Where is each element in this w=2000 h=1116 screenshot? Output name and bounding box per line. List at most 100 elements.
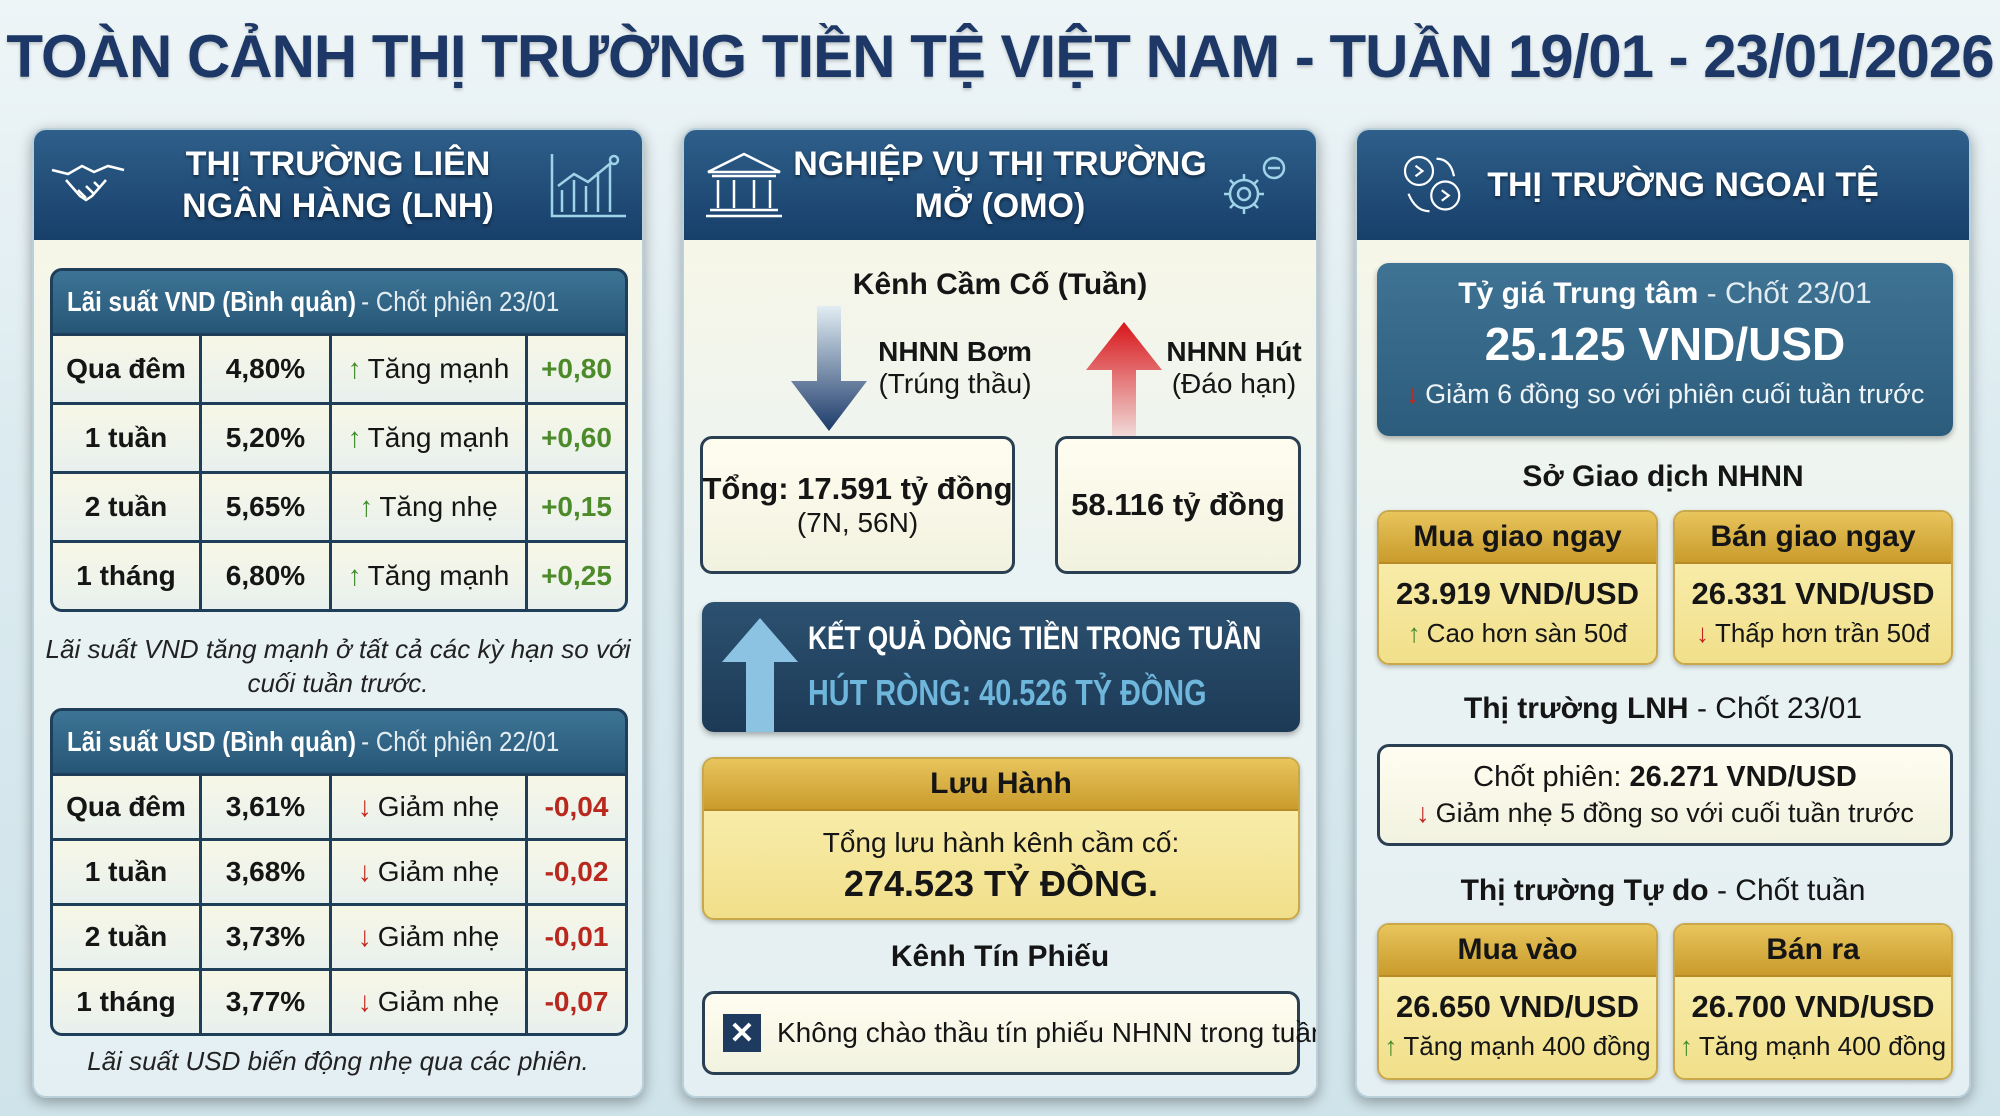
arrow-up-icon: ↑ bbox=[1384, 1031, 1398, 1061]
pump-label: NHNN Bơm bbox=[878, 336, 1032, 367]
rate-cell: 4,80% bbox=[202, 336, 329, 402]
absorb-sublabel: (Đáo hạn) bbox=[1171, 368, 1297, 399]
term-cell: 1 tuần bbox=[53, 841, 199, 903]
usd-note: Lãi suất USD biến động nhẹ qua các phiên… bbox=[87, 1046, 589, 1076]
sbv-title: Sở Giao dịch NHNN bbox=[1522, 460, 1804, 493]
table-row: 2 tuần 3,73% ↓ Giảm nhẹ -0,01 bbox=[53, 906, 625, 968]
free-buy-box: Mua vào 26.650 VND/USD ↑ Tăng mạnh 400 đồ… bbox=[1377, 923, 1658, 1080]
free-buy-note: Tăng mạnh 400 đồng bbox=[1403, 1031, 1651, 1061]
pump-terms: (7N, 56N) bbox=[796, 507, 919, 538]
interbank-fx-date: - Chốt 23/01 bbox=[1696, 692, 1863, 725]
usd-rate-table: Lãi suất USD (Bình quân) - Chốt phiên 22/… bbox=[50, 708, 628, 1036]
spot-sell-box: Bán giao ngay 26.331 VND/USD ↓ Thấp hơn t… bbox=[1673, 510, 1953, 665]
arrow-up-icon: ↑ bbox=[347, 422, 362, 453]
arrow-up-icon: ↑ bbox=[359, 491, 374, 522]
omo-title-line1: NGHIỆP VỤ THỊ TRƯỜNG bbox=[793, 145, 1207, 183]
page-title: TOÀN CẢNH THỊ TRƯỜNG TIỀN TỆ VIỆT NAM - … bbox=[6, 23, 1994, 90]
interbank-fx-note: Giảm nhẹ 5 đồng so với cuối tuần trước bbox=[1435, 798, 1914, 828]
status-label: Tăng mạnh bbox=[367, 353, 510, 384]
central-rate-box: Tỷ giá Trung tâm - Chốt 23/01 25.125 VND… bbox=[1377, 263, 1953, 436]
change-cell: -0,02 bbox=[528, 841, 625, 903]
term-cell: Qua đêm bbox=[53, 336, 199, 402]
arrow-up-icon bbox=[1086, 322, 1162, 442]
change-cell: -0,04 bbox=[528, 776, 625, 838]
status-cell: ↓ Giảm nhẹ bbox=[332, 971, 525, 1033]
arrow-down-icon: ↓ bbox=[357, 921, 372, 952]
fx-title: THỊ TRƯỜNG NGOẠI TỆ bbox=[1487, 166, 1879, 204]
spot-buy-note: Cao hơn sàn 50đ bbox=[1426, 618, 1628, 648]
bar-chart-icon bbox=[550, 154, 626, 218]
spot-buy-value: 23.919 VND/USD bbox=[1396, 576, 1639, 611]
usd-table-header: Lãi suất USD (Bình quân) - Chốt phiên 22/… bbox=[53, 711, 625, 773]
status-cell: ↑ Tăng nhẹ bbox=[332, 474, 525, 540]
rate-cell: 5,65% bbox=[202, 474, 329, 540]
absorb-label: NHNN Hút bbox=[1166, 336, 1302, 367]
change-cell: +0,60 bbox=[528, 405, 625, 471]
outstanding-label: Tổng lưu hành kênh cầm cố: bbox=[822, 827, 1180, 858]
change-cell: +0,15 bbox=[528, 474, 625, 540]
status-label: Tăng nhẹ bbox=[379, 491, 498, 522]
table-row: 1 tuần 5,20% ↑ Tăng mạnh +0,60 bbox=[53, 405, 625, 471]
change-cell: +0,25 bbox=[528, 543, 625, 609]
spot-sell-value: 26.331 VND/USD bbox=[1691, 576, 1935, 611]
gear-icon bbox=[1224, 156, 1286, 214]
central-rate-note: Giảm 6 đồng so với phiên cuối tuần trước bbox=[1425, 379, 1925, 409]
free-sell-note: Tăng mạnh 400 đồng bbox=[1698, 1031, 1947, 1061]
rate-cell: 3,73% bbox=[202, 906, 329, 968]
table-row: 1 tuần 3,68% ↓ Giảm nhẹ -0,02 bbox=[53, 841, 625, 903]
arrow-up-icon: ↑ bbox=[1679, 1031, 1693, 1061]
interbank-fx-title: Thị trường LNH bbox=[1463, 692, 1689, 725]
status-cell: ↓ Giảm nhẹ bbox=[332, 841, 525, 903]
table-row: 1 tháng 6,80% ↑ Tăng mạnh +0,25 bbox=[53, 543, 625, 609]
arrow-down-icon: ↓ bbox=[1416, 798, 1430, 828]
rate-cell: 3,68% bbox=[202, 841, 329, 903]
pump-sublabel: (Trúng thầu) bbox=[878, 368, 1032, 399]
omo-title: NGHIỆP VỤ THỊ TRƯỜNG MỞ (OMO) bbox=[793, 143, 1207, 227]
change-cell: -0,07 bbox=[528, 971, 625, 1033]
bills-channel-title: Kênh Tín Phiếu bbox=[890, 940, 1110, 973]
table-row: 1 tháng 3,77% ↓ Giảm nhẹ -0,07 bbox=[53, 971, 625, 1033]
status-cell: ↑ Tăng mạnh bbox=[332, 405, 525, 471]
arrow-down-icon: ↓ bbox=[357, 791, 372, 822]
vnd-table-header: Lãi suất VND (Bình quân) - Chốt phiên 23/… bbox=[53, 271, 625, 333]
absorb-total: 58.116 tỷ đồng bbox=[1071, 487, 1285, 522]
arrow-down-icon: ↓ bbox=[357, 856, 372, 887]
term-cell: 1 tuần bbox=[53, 405, 199, 471]
status-label: Giảm nhẹ bbox=[377, 986, 500, 1017]
status-label: Tăng mạnh bbox=[367, 422, 510, 453]
outstanding-value: 274.523 TỶ ĐỒNG. bbox=[843, 863, 1159, 904]
free-market-date: - Chốt tuần bbox=[1716, 874, 1866, 907]
spot-buy-title: Mua giao ngay bbox=[1379, 512, 1656, 564]
status-cell: ↑ Tăng mạnh bbox=[332, 543, 525, 609]
absorb-total-box: 58.116 tỷ đồng bbox=[1055, 436, 1301, 574]
bills-note-box: ✕ Không chào thầu tín phiếu NHNN trong t… bbox=[702, 991, 1316, 1075]
table-row: Qua đêm 3,61% ↓ Giảm nhẹ -0,04 bbox=[53, 776, 625, 838]
absorb-label-group: NHNN Hút (Đáo hạn) bbox=[1164, 336, 1304, 400]
free-sell-title: Bán ra bbox=[1675, 925, 1951, 977]
pump-total-box: Tổng: 17.591 tỷ đồng (7N, 56N) bbox=[700, 436, 1015, 574]
arrow-down-icon: ↓ bbox=[1405, 379, 1420, 409]
status-cell: ↑ Tăng mạnh bbox=[332, 336, 525, 402]
term-cell: 1 tháng bbox=[53, 971, 199, 1033]
rate-cell: 3,77% bbox=[202, 971, 329, 1033]
usd-table-title: Lãi suất USD (Bình quân) bbox=[67, 726, 356, 757]
change-cell: +0,80 bbox=[528, 336, 625, 402]
interbank-fx-box: Chốt phiên: 26.271 VND/USD ↓ Giảm nhẹ 5 đ… bbox=[1377, 744, 1953, 846]
fx-panel: THỊ TRƯỜNG NGOẠI TỆ Tỷ giá Trung tâm - C… bbox=[1355, 128, 1971, 1098]
outstanding-box: Lưu Hành Tổng lưu hành kênh cầm cố: 274.… bbox=[702, 757, 1300, 920]
interbank-fx-value: 26.271 VND/USD bbox=[1629, 761, 1857, 793]
currency-exchange-icon bbox=[1403, 155, 1461, 213]
status-cell: ↓ Giảm nhẹ bbox=[332, 906, 525, 968]
interbank-fx-label: Chốt phiên: bbox=[1473, 761, 1622, 793]
rate-cell: 5,20% bbox=[202, 405, 329, 471]
status-label: Giảm nhẹ bbox=[377, 856, 500, 887]
free-buy-title: Mua vào bbox=[1379, 925, 1656, 977]
rate-cell: 3,61% bbox=[202, 776, 329, 838]
pump-total: Tổng: 17.591 tỷ đồng bbox=[702, 471, 1013, 506]
arrow-down-icon: ↓ bbox=[357, 986, 372, 1017]
rate-cell: 6,80% bbox=[202, 543, 329, 609]
net-flow-box: KẾT QUẢ DÒNG TIỀN TRONG TUẦN HÚT RÒNG: 4… bbox=[702, 602, 1300, 732]
fx-panel-header: THỊ TRƯỜNG NGOẠI TỆ bbox=[1357, 130, 1969, 240]
free-market-title: Thị trường Tự do bbox=[1460, 874, 1709, 907]
spot-sell-note: Thấp hơn trần 50đ bbox=[1714, 618, 1931, 648]
